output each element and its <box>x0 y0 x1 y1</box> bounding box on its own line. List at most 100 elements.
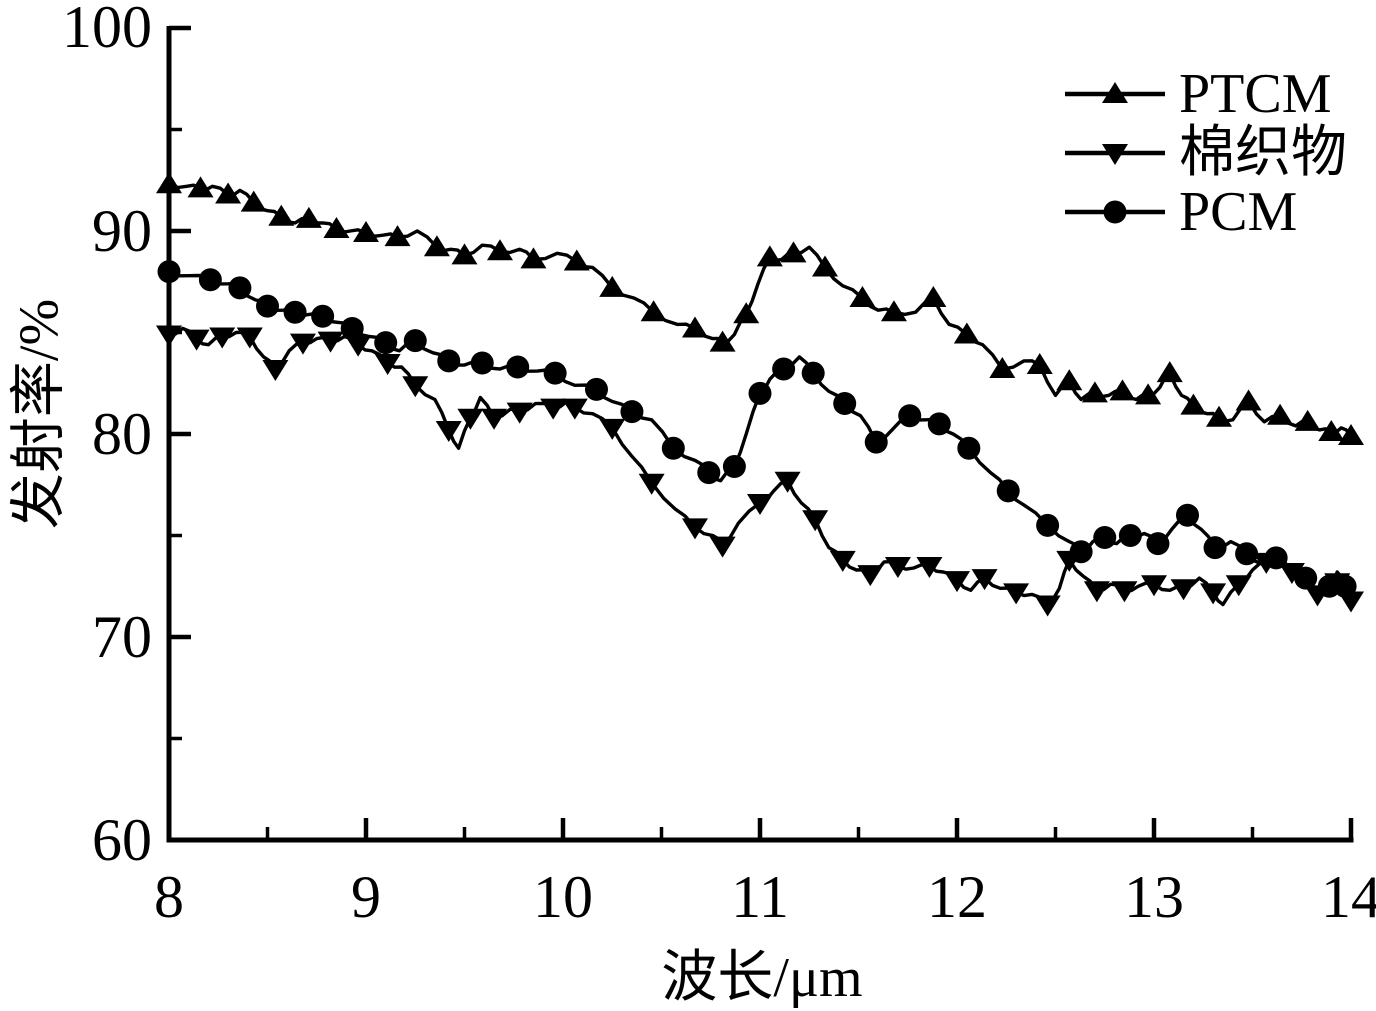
marker-triangle-down <box>262 360 289 382</box>
marker-triangle-up <box>268 204 295 226</box>
y-tick-label-100: 100 <box>62 0 152 60</box>
marker-triangle-down <box>540 398 567 420</box>
marker-circle <box>157 260 181 284</box>
series-PTCM <box>156 172 1364 446</box>
ptcm-line-marker-icon <box>1065 81 1165 103</box>
marker-circle <box>403 329 427 353</box>
marker-triangle-up <box>295 206 322 228</box>
marker-circle <box>801 361 825 385</box>
marker-circle <box>340 316 364 340</box>
pcm-line-marker-icon <box>1065 200 1165 223</box>
marker-triangle-up <box>812 255 839 277</box>
marker-triangle-down <box>481 408 508 430</box>
legend-label-cotton: 棉织物 <box>1179 121 1347 184</box>
marker-triangle-down <box>1278 563 1305 585</box>
marker-triangle-down <box>1200 583 1227 605</box>
marker-triangle-up <box>780 241 807 263</box>
marker-triangle-up <box>599 275 626 297</box>
y-axis-title: 发射率/% <box>8 298 71 530</box>
marker-triangle-up <box>953 322 980 344</box>
marker-circle <box>620 400 644 424</box>
marker-triangle-up <box>1180 393 1207 415</box>
marker-circle <box>198 268 222 292</box>
x-tick-label-11: 11 <box>731 864 789 930</box>
marker-circle <box>1146 532 1170 556</box>
marker-circle <box>1069 540 1093 564</box>
marker-triangle-up <box>1294 409 1321 431</box>
marker-triangle-up <box>681 316 708 338</box>
legend-marker-triangle-down <box>1102 143 1128 165</box>
marker-triangle-down <box>884 556 911 578</box>
x-axis-title: 波长/μm <box>661 947 863 1009</box>
marker-triangle-up <box>423 235 450 257</box>
marker-triangle-down <box>1111 581 1138 603</box>
marker-triangle-up <box>920 285 947 307</box>
marker-triangle-up <box>1338 424 1364 446</box>
marker-triangle-down <box>402 376 429 398</box>
marker-triangle-up <box>1156 361 1183 383</box>
marker-circle <box>864 430 888 454</box>
marker-triangle-up <box>1318 419 1345 441</box>
marker-circle <box>1118 524 1142 547</box>
marker-circle <box>1333 574 1357 598</box>
marker-triangle-down <box>506 402 533 424</box>
marker-circle <box>1317 574 1341 598</box>
marker-circle <box>374 331 398 355</box>
marker-circle <box>661 436 685 460</box>
legend-item-pcm: PCM <box>1063 182 1347 241</box>
marker-triangle-up <box>640 300 667 322</box>
marker-circle <box>543 361 567 385</box>
marker-circle <box>833 392 857 416</box>
marker-triangle-down <box>1170 579 1197 601</box>
marker-triangle-up <box>1135 383 1162 405</box>
marker-triangle-up <box>709 330 736 352</box>
marker-circle <box>584 377 608 401</box>
marker-triangle-down <box>681 518 708 540</box>
marker-circle <box>996 479 1020 503</box>
marker-triangle-up <box>323 216 350 238</box>
marker-triangle-up <box>1235 389 1262 411</box>
marker-triangle-up <box>1109 379 1136 401</box>
marker-triangle-up <box>215 182 242 204</box>
marker-triangle-up <box>187 176 214 198</box>
marker-circle <box>1175 503 1199 527</box>
marker-circle <box>1036 513 1060 537</box>
x-tick-label-14: 14 <box>1321 864 1376 930</box>
marker-triangle-up <box>156 172 182 194</box>
marker-triangle-down <box>1083 581 1110 603</box>
marker-triangle-down <box>1141 575 1167 597</box>
marker-circle <box>256 294 279 318</box>
x-tick-label-13: 13 <box>1124 864 1184 930</box>
x-tick-label-8: 8 <box>154 864 184 930</box>
marker-triangle-up <box>520 247 547 269</box>
marker-triangle-up <box>486 239 513 261</box>
series-棉织物 <box>156 325 1364 617</box>
y-tick-label-90: 90 <box>92 198 152 264</box>
marker-circle <box>1264 546 1288 570</box>
marker-triangle-down <box>156 325 182 347</box>
marker-circle <box>748 381 772 405</box>
x-tick-label-10: 10 <box>533 864 593 930</box>
marker-triangle-up <box>240 190 267 212</box>
marker-triangle-up <box>1056 369 1083 391</box>
marker-triangle-up <box>733 302 760 324</box>
marker-circle <box>506 355 530 379</box>
marker-triangle-up <box>989 357 1016 379</box>
legend-item-ptcm: PTCM <box>1063 64 1347 123</box>
marker-triangle-down <box>561 398 588 420</box>
marker-triangle-down <box>289 333 316 355</box>
y-tick-label-70: 70 <box>92 604 152 670</box>
marker-triangle-down <box>209 327 236 349</box>
marker-circle <box>283 300 307 324</box>
marker-triangle-down <box>747 494 773 516</box>
marker-triangle-down <box>599 418 626 440</box>
marker-triangle-down <box>1034 595 1061 617</box>
marker-triangle-up <box>1206 405 1233 427</box>
marker-circle <box>311 304 335 328</box>
marker-circle <box>1294 566 1318 590</box>
marker-triangle-down <box>709 536 736 558</box>
marker-circle <box>898 404 922 428</box>
marker-triangle-down <box>317 331 344 353</box>
